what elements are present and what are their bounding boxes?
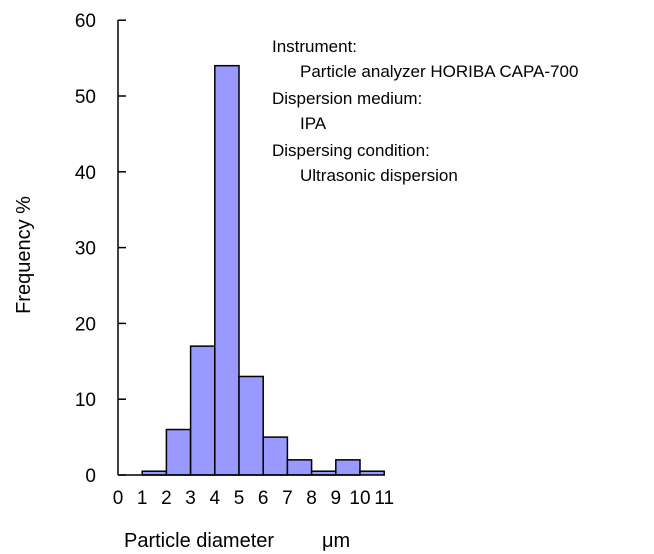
x-axis-title: Particle diameter [124, 530, 274, 552]
histogram-bar [238, 375, 264, 476]
x-tick-label: 9 [331, 488, 342, 509]
histogram-bar [359, 470, 385, 476]
histogram-bar [165, 428, 192, 476]
annotation-instrument-label: Instrument: [272, 37, 357, 56]
annotation-medium-value: IPA [300, 114, 327, 133]
histogram-bar [335, 459, 361, 476]
y-axis-title: Frequency % [13, 196, 35, 314]
y-tick-label: 40 [75, 163, 96, 184]
y-ticks-group: 0 10 20 30 40 50 60 [75, 11, 126, 487]
x-tick-label: 5 [234, 488, 245, 509]
histogram-bar [189, 345, 216, 476]
histogram-bar [214, 64, 240, 476]
y-tick-label: 50 [75, 87, 96, 108]
x-tick-label: 8 [306, 488, 317, 509]
x-tick-label: 1 [137, 488, 148, 509]
x-tick-label: 7 [282, 488, 293, 509]
y-tick-label: 20 [75, 314, 96, 335]
x-tick-label: 4 [210, 488, 221, 509]
annotation-instrument-value: Particle analyzer HORIBA CAPA-700 [300, 62, 578, 81]
x-tick-label: 2 [161, 488, 172, 509]
y-tick-label: 60 [75, 11, 96, 32]
x-axis-unit: μm [322, 530, 350, 552]
histogram-bar [286, 459, 313, 476]
x-tick-label: 3 [185, 488, 196, 509]
x-ticks-group: 0 1 2 3 4 5 6 7 8 9 10 11 [113, 488, 394, 509]
x-tick-label: 10 [349, 488, 370, 509]
x-tick-label: 6 [258, 488, 269, 509]
y-tick-label: 0 [85, 466, 96, 487]
x-tick-label: 11 [374, 488, 394, 509]
annotation-condition-label: Dispersing condition: [272, 141, 430, 160]
annotation-medium-label: Dispersion medium: [272, 89, 422, 108]
histogram-bar [262, 436, 289, 476]
y-tick-label: 10 [75, 390, 96, 411]
bars-group [141, 64, 385, 476]
y-tick-label: 30 [75, 239, 96, 260]
annotation-condition-value: Ultrasonic dispersion [300, 166, 458, 185]
x-tick-label: 0 [113, 488, 124, 509]
